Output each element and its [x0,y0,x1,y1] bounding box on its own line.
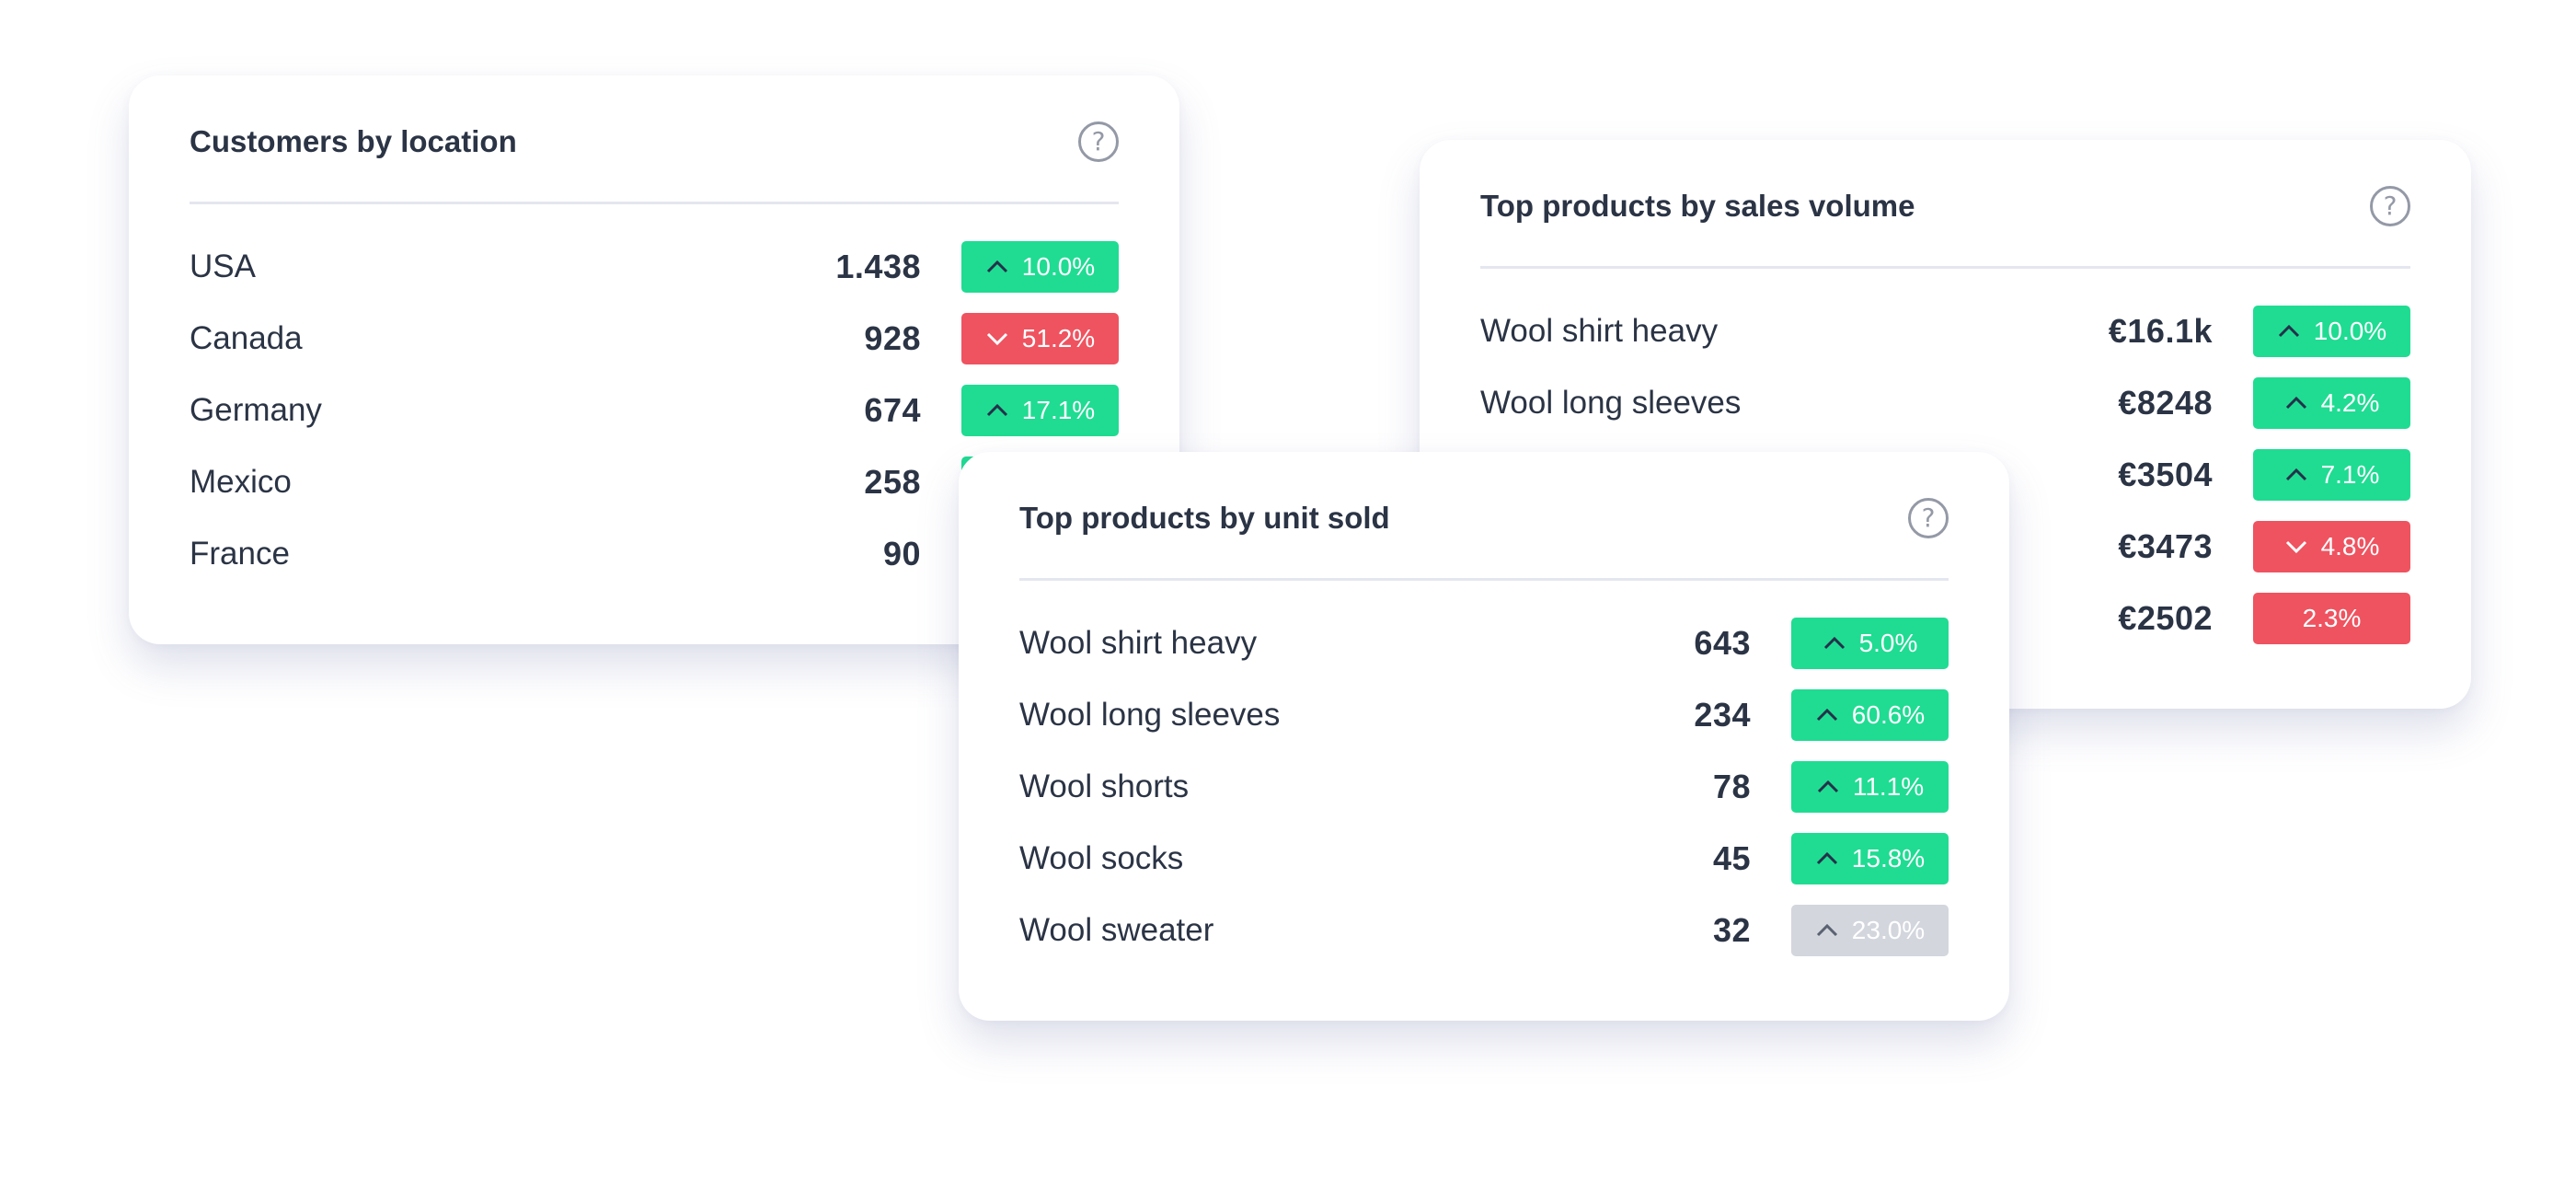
trend-badge: 17.1% [961,385,1119,436]
change-value: 17.1% [1021,396,1096,424]
change-value: 51.2% [1021,324,1096,353]
row-label: France [190,536,290,572]
chevron-up-icon [2284,468,2308,482]
change-value: 4.2% [2320,388,2380,417]
card-title: Top products by unit sold [1019,501,1390,535]
chevron-up-icon [985,260,1009,274]
question-circle-icon[interactable]: ? [1078,121,1119,162]
change-value: 11.1% [1852,772,1925,801]
customers-by-location-card: Customers by location ? USA 1.438 10.0% … [129,75,1179,644]
data-list: Wool shirt heavy €16.1k 10.0% Wool long … [1480,269,2410,654]
row-label: Wool shirt heavy [1480,313,1719,349]
chevron-up-icon [2284,396,2308,410]
row-value: 78 [1712,768,1751,805]
trend-badge: 11.1% [1791,761,1949,813]
chevron-up-icon [1815,708,1839,722]
row-value: 674 [864,391,921,429]
list-item: €3504 7.1% [1480,439,2410,511]
row-value: 32 [1712,911,1751,949]
row-value: €3504 [2118,456,2213,493]
trend-badge: 15.8% [1791,833,1949,884]
list-item: Wool sweater 32 23.0% [1019,895,1949,966]
row-value: 1.438 [835,248,921,285]
list-item: Canada 928 51.2% [190,303,1119,375]
row-label: Wool shirt heavy [1019,625,1258,661]
row-label: Wool long sleeves [1019,697,1281,733]
trend-badge: 51.2% [961,313,1119,364]
card-title: Top products by sales volume [1480,189,1915,223]
list-item: Germany 674 17.1% [190,375,1119,446]
row-value: €2502 [2118,599,2213,637]
data-list: USA 1.438 10.0% Canada 928 51.2% Germany… [190,204,1119,590]
row-value: 643 [1694,624,1751,662]
question-circle-icon[interactable]: ? [2370,186,2410,226]
row-label: Wool shorts [1019,769,1190,804]
row-value: 234 [1694,696,1751,734]
row-label: Wool long sleeves [1480,385,1742,421]
chevron-up-icon [985,403,1009,418]
list-item: Wool socks 45 15.8% [1019,823,1949,895]
trend-badge: 4.8% [2253,521,2410,572]
change-value: 10.0% [1021,252,1096,281]
row-value: 45 [1712,839,1751,877]
list-item: €2502 2.3% [1480,583,2410,654]
row-value: 258 [864,463,921,501]
change-value: 7.1% [2320,460,2380,489]
trend-badge: 23.0% [1791,905,1949,956]
top-products-unit-sold-card: Top products by unit sold ? Wool shirt h… [959,452,2009,1021]
row-label: USA [190,248,256,284]
row-value: €8248 [2118,384,2213,422]
list-item: Wool long sleeves 234 60.6% [1019,679,1949,751]
row-value: €3473 [2118,527,2213,565]
card-header: Top products by sales volume ? [1480,140,2410,269]
question-circle-icon[interactable]: ? [1908,498,1949,538]
chevron-down-icon [985,331,1009,346]
card-header: Top products by unit sold ? [1019,452,1949,581]
row-value: €16.1k [2108,312,2213,350]
chevron-down-icon [2284,539,2308,554]
card-header: Customers by location ? [190,75,1119,204]
card-title: Customers by location [190,124,517,158]
row-label: Germany [190,392,322,428]
row-label: Wool socks [1019,840,1184,876]
list-item: Wool shorts 78 11.1% [1019,751,1949,823]
list-item: €3473 4.8% [1480,511,2410,583]
trend-badge: 2.3% [2253,593,2410,644]
chevron-up-icon [1816,780,1840,794]
trend-badge: 5.0% [1791,618,1949,669]
change-value: 2.3% [2302,604,2362,632]
chevron-up-icon [2277,324,2301,339]
list-item: USA 1.438 10.0% [190,231,1119,303]
data-list: Wool shirt heavy 643 5.0% Wool long slee… [1019,581,1949,966]
list-item: Wool shirt heavy €16.1k 10.0% [1480,295,2410,367]
list-item: Wool long sleeves €8248 4.2% [1480,367,2410,439]
row-label: Mexico [190,464,292,500]
chevron-up-icon [1815,851,1839,866]
row-value: 928 [864,319,921,357]
change-value: 10.0% [2313,317,2387,345]
trend-badge: 10.0% [2253,306,2410,357]
trend-badge: 60.6% [1791,689,1949,741]
trend-badge: 7.1% [2253,449,2410,501]
change-value: 15.8% [1851,844,1926,873]
change-value: 4.8% [2320,532,2380,561]
trend-badge: 4.2% [2253,377,2410,429]
change-value: 5.0% [1858,629,1918,657]
row-value: 90 [882,535,921,572]
change-value: 60.6% [1851,700,1926,729]
trend-badge: 10.0% [961,241,1119,293]
chevron-up-icon [1815,923,1839,938]
chevron-up-icon [1823,636,1846,651]
row-label: Canada [190,320,303,356]
list-item: Wool shirt heavy 643 5.0% [1019,607,1949,679]
row-label: Wool sweater [1019,912,1214,948]
change-value: 23.0% [1851,916,1926,944]
